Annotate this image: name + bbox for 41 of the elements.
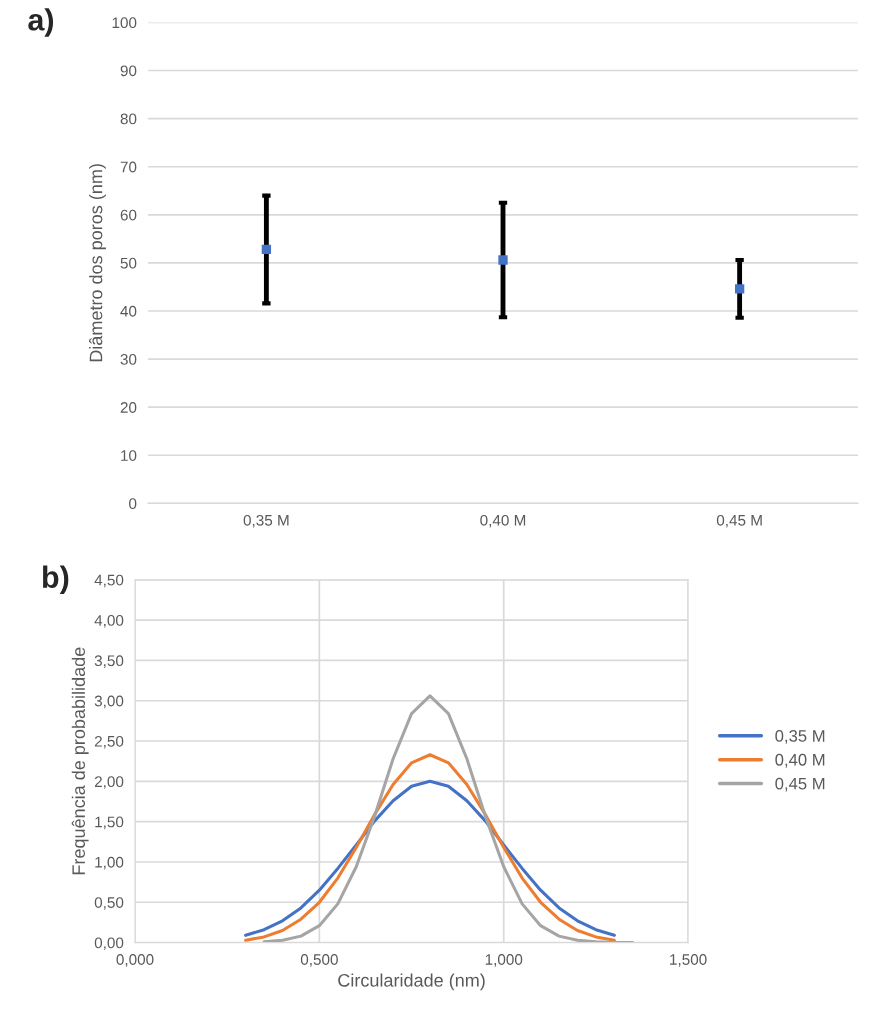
point	[734, 284, 745, 294]
y-tick-label: 1,00	[95, 856, 124, 870]
y-tick-label: 40	[120, 305, 137, 317]
y-tick-label: 2,00	[94, 776, 124, 789]
point	[498, 255, 508, 265]
line-series	[262, 694, 635, 943]
x-tick-label: 0,500	[300, 954, 338, 967]
legend-label: 0,45 M	[775, 777, 825, 792]
chart-title: a)	[28, 8, 54, 37]
x-tick-label: 0,45 M	[716, 514, 762, 528]
y-tick-label: 90	[120, 65, 137, 77]
y-axis-title: Frequência de probabilidade	[71, 647, 89, 875]
x-tick-label: 1,500	[670, 954, 707, 967]
y-tick-label: 0	[129, 498, 137, 510]
y-tick-label: 20	[120, 402, 137, 413]
x-tick-label: 0,000	[116, 954, 154, 967]
y-tick-label: 60	[120, 209, 137, 221]
y-tick-label: 80	[120, 113, 137, 125]
y-tick-label: 4,50	[94, 574, 124, 588]
x-tick-label: 0,40 M	[480, 514, 526, 528]
y-tick-label: 10	[121, 450, 137, 461]
point	[261, 244, 272, 255]
x-tick-label: 1,000	[485, 954, 523, 967]
y-tick-label: 3,00	[94, 695, 124, 709]
y-tick-label: 100	[112, 17, 137, 29]
legend-label: 0,40 M	[775, 753, 825, 768]
y-axis-title: Diâmetro dos poros (nm)	[89, 164, 106, 362]
y-tick-label: 1,50	[95, 816, 124, 830]
y-tick-label: 3,50	[94, 655, 124, 668]
legend-label: 0,35 M	[775, 730, 825, 744]
y-tick-label: 0,50	[94, 897, 124, 910]
line-series	[244, 753, 616, 942]
y-tick-label: 50	[120, 257, 137, 269]
y-tick-label: 30	[120, 353, 137, 365]
y-tick-label: 0,00	[94, 937, 124, 951]
chart-title: b)	[43, 565, 69, 595]
y-tick-label: 2,50	[94, 735, 124, 749]
x-axis-title: Circularidade (nm)	[338, 973, 485, 991]
x-tick-label: 0,35 M	[243, 514, 289, 528]
y-tick-label: 70	[120, 161, 137, 173]
y-tick-label: 4,00	[94, 614, 124, 628]
